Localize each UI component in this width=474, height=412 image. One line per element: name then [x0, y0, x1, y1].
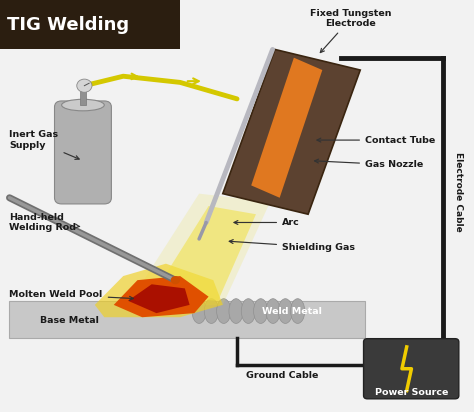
Text: Fixed Tungsten
Electrode: Fixed Tungsten Electrode	[310, 9, 392, 53]
Polygon shape	[114, 276, 209, 317]
Text: Arc: Arc	[234, 218, 300, 227]
Text: Weld Metal: Weld Metal	[262, 307, 321, 316]
Text: TIG Welding: TIG Welding	[7, 16, 129, 34]
Ellipse shape	[266, 299, 280, 323]
Polygon shape	[223, 49, 360, 214]
Text: Hand-held
Welding Rod: Hand-held Welding Rod	[9, 213, 80, 232]
Ellipse shape	[192, 299, 206, 323]
Polygon shape	[152, 206, 256, 301]
Ellipse shape	[62, 99, 104, 111]
Ellipse shape	[291, 299, 305, 323]
Text: Shielding Gas: Shielding Gas	[229, 240, 355, 252]
Text: Power Source: Power Source	[375, 388, 448, 397]
Ellipse shape	[229, 299, 243, 323]
Text: Ground Cable: Ground Cable	[246, 371, 318, 380]
FancyBboxPatch shape	[364, 339, 459, 399]
Text: Gas Nozzle: Gas Nozzle	[315, 159, 423, 169]
Circle shape	[77, 79, 92, 92]
FancyBboxPatch shape	[9, 301, 365, 338]
Text: Contact Tube: Contact Tube	[317, 136, 435, 145]
Polygon shape	[128, 284, 190, 313]
Ellipse shape	[278, 299, 292, 323]
Polygon shape	[251, 58, 322, 198]
FancyBboxPatch shape	[80, 89, 86, 105]
Text: Molten Weld Pool: Molten Weld Pool	[9, 290, 133, 300]
Text: Base Metal: Base Metal	[40, 316, 99, 325]
Text: Electrode Cable: Electrode Cable	[455, 152, 463, 232]
Ellipse shape	[217, 299, 231, 323]
FancyBboxPatch shape	[55, 101, 111, 204]
Circle shape	[171, 276, 180, 284]
Ellipse shape	[254, 299, 268, 323]
Text: Inert Gas
Supply: Inert Gas Supply	[9, 130, 79, 159]
Polygon shape	[95, 264, 223, 317]
FancyBboxPatch shape	[0, 0, 180, 49]
Ellipse shape	[241, 299, 255, 323]
Ellipse shape	[204, 299, 219, 323]
Polygon shape	[128, 194, 270, 305]
